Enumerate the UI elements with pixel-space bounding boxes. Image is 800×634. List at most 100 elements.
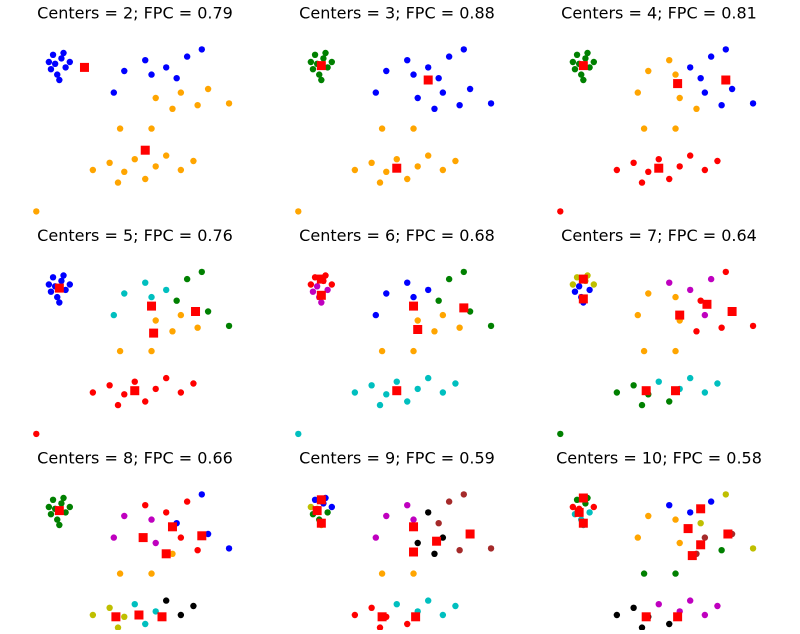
cluster-center [423, 75, 433, 85]
point [313, 283, 321, 290]
point [121, 67, 128, 75]
point [404, 175, 411, 183]
point [569, 58, 577, 66]
point [414, 317, 421, 324]
point [578, 71, 585, 78]
cluster-center [111, 612, 121, 622]
point [318, 76, 325, 84]
point [328, 503, 336, 511]
cluster-center [675, 310, 685, 320]
point [410, 293, 417, 301]
point [183, 498, 191, 505]
cluster-center [138, 533, 148, 543]
point [60, 49, 67, 57]
point [414, 539, 421, 547]
point [110, 534, 118, 541]
point [487, 322, 495, 330]
cluster-center [312, 506, 322, 516]
subplot-title: Centers = 9; FPC = 0.59 [299, 449, 495, 468]
point [728, 85, 736, 93]
point [49, 274, 57, 281]
point [372, 311, 380, 319]
point [718, 324, 725, 331]
cluster-center [140, 145, 150, 155]
cluster-center [578, 294, 588, 304]
point [368, 159, 375, 166]
point [573, 51, 581, 58]
subplot: Centers = 3; FPC = 0.88 [295, 4, 495, 215]
point [49, 496, 57, 503]
point [718, 102, 725, 109]
point [56, 76, 63, 84]
point [47, 288, 55, 295]
point [404, 57, 411, 64]
point [183, 53, 191, 60]
point [177, 166, 185, 174]
point [676, 163, 683, 170]
point [693, 105, 700, 113]
point [573, 274, 581, 281]
point [152, 385, 159, 393]
point [431, 105, 438, 113]
point [183, 275, 191, 283]
point [194, 547, 201, 554]
point [60, 272, 67, 279]
point [613, 166, 621, 174]
point [194, 324, 201, 331]
cluster-center [149, 328, 159, 338]
point [410, 71, 417, 78]
point [62, 286, 69, 294]
point [424, 64, 432, 71]
point [66, 503, 74, 511]
point [634, 311, 642, 319]
point [410, 516, 417, 523]
point [666, 620, 673, 628]
cluster-center [696, 504, 706, 514]
point [148, 125, 155, 132]
point [569, 281, 577, 288]
point [54, 516, 61, 523]
cluster-center [578, 518, 588, 528]
point [452, 602, 459, 610]
point [309, 66, 317, 73]
point [573, 496, 581, 503]
point [169, 328, 176, 335]
point [666, 57, 673, 64]
point [152, 94, 159, 102]
point [316, 71, 323, 78]
point [142, 398, 149, 405]
point [152, 163, 159, 170]
cluster-center [191, 307, 201, 316]
cluster-center [130, 386, 140, 396]
cluster-center [413, 325, 423, 334]
point [169, 105, 176, 113]
subplot-title: Centers = 7; FPC = 0.64 [561, 226, 757, 245]
point [54, 293, 61, 301]
cluster-center [147, 301, 157, 311]
subplot-title: Centers = 6; FPC = 0.68 [299, 226, 495, 245]
point [311, 496, 319, 503]
point [142, 279, 149, 286]
point [701, 89, 709, 96]
point [351, 611, 359, 619]
point [404, 279, 411, 286]
point [686, 509, 694, 516]
cluster-center [411, 612, 421, 622]
point [634, 534, 642, 541]
point [697, 297, 704, 304]
point [114, 179, 122, 186]
point [638, 401, 646, 409]
cluster-center [197, 531, 207, 541]
point [666, 175, 673, 183]
point [152, 317, 159, 324]
point [701, 611, 709, 619]
point [697, 75, 704, 82]
point [580, 76, 587, 84]
point [162, 286, 170, 294]
point [378, 125, 386, 132]
point [89, 166, 97, 174]
point [613, 389, 621, 396]
point [686, 597, 694, 604]
point [672, 71, 679, 78]
